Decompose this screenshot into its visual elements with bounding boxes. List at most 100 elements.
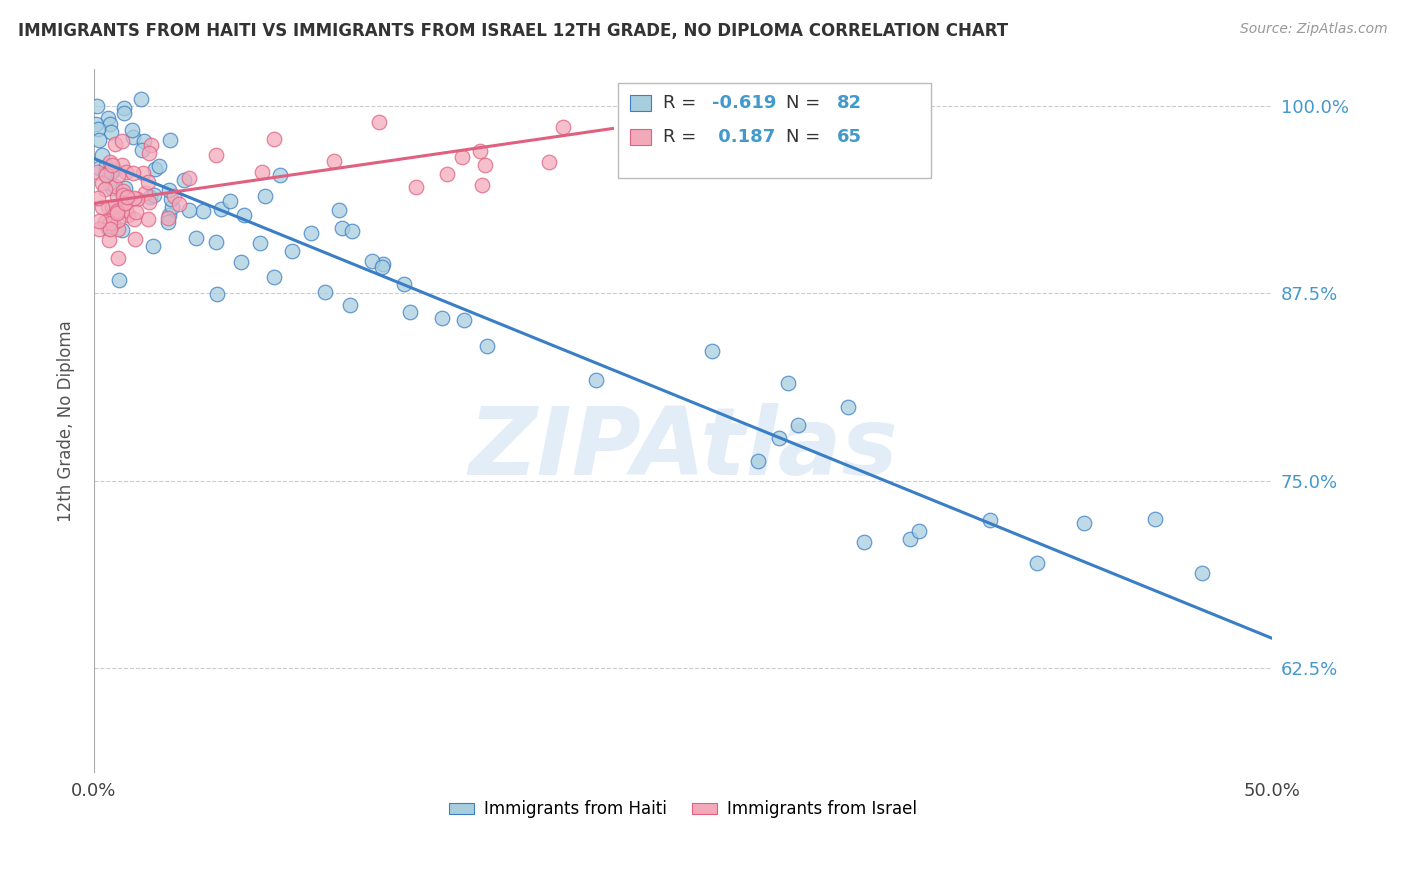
Point <box>89 222 111 236</box>
Point <box>263 270 285 285</box>
Point <box>132 166 155 180</box>
Point <box>367 115 389 129</box>
Point <box>97 111 120 125</box>
Point <box>98 216 121 230</box>
Text: N =: N = <box>786 94 827 112</box>
Point <box>100 125 122 139</box>
Point <box>169 197 191 211</box>
Point <box>111 202 134 216</box>
Point <box>104 136 127 151</box>
Legend: Immigrants from Haiti, Immigrants from Israel: Immigrants from Haiti, Immigrants from I… <box>443 794 924 825</box>
Point <box>143 162 166 177</box>
Point <box>107 273 129 287</box>
Y-axis label: 12th Grade, No Diploma: 12th Grade, No Diploma <box>58 320 75 522</box>
Text: R =: R = <box>662 94 702 112</box>
Point <box>249 236 271 251</box>
Point <box>97 220 120 235</box>
Text: 0.187: 0.187 <box>713 128 776 146</box>
Point <box>98 222 121 236</box>
Point <box>898 532 921 546</box>
Point <box>129 91 152 105</box>
Point <box>405 180 427 194</box>
Point <box>105 206 128 220</box>
Point <box>101 216 124 230</box>
Point <box>430 311 453 326</box>
Point <box>101 181 124 195</box>
Point <box>115 164 138 178</box>
Point <box>474 158 496 172</box>
Point <box>107 168 129 182</box>
Point <box>585 374 607 388</box>
Point <box>173 173 195 187</box>
Point <box>134 134 156 148</box>
Point <box>436 167 458 181</box>
Point <box>97 200 120 214</box>
Point <box>91 147 114 161</box>
Point <box>107 212 129 227</box>
Point <box>114 180 136 194</box>
Point <box>157 208 180 222</box>
Point <box>253 188 276 202</box>
Point <box>468 145 491 159</box>
Point <box>231 255 253 269</box>
Point <box>94 182 117 196</box>
Point <box>157 211 180 226</box>
Point <box>371 260 394 274</box>
Point <box>139 138 162 153</box>
Point <box>156 215 179 229</box>
Point <box>131 143 153 157</box>
Point <box>139 190 162 204</box>
Point <box>114 195 136 210</box>
Point <box>330 221 353 235</box>
Point <box>232 208 254 222</box>
Point <box>322 154 344 169</box>
Point <box>142 238 165 252</box>
Point <box>250 164 273 178</box>
Point <box>134 186 156 200</box>
Point <box>138 194 160 209</box>
Point <box>111 223 134 237</box>
Point <box>339 298 361 312</box>
Point <box>96 159 118 173</box>
Point <box>700 344 723 359</box>
Point <box>551 120 574 134</box>
Point <box>177 170 200 185</box>
Point <box>399 304 422 318</box>
Point <box>111 184 134 198</box>
Point <box>98 176 121 190</box>
FancyBboxPatch shape <box>619 83 931 178</box>
Point <box>91 200 114 214</box>
Point <box>852 535 875 549</box>
Point <box>100 117 122 131</box>
Point <box>184 230 207 244</box>
Point <box>979 513 1001 527</box>
Point <box>91 177 114 191</box>
Point <box>100 158 122 172</box>
FancyBboxPatch shape <box>630 95 651 111</box>
Point <box>837 401 859 415</box>
Point <box>104 179 127 194</box>
Point <box>111 135 134 149</box>
Point <box>148 159 170 173</box>
Point <box>163 189 186 203</box>
Point <box>100 165 122 179</box>
Point <box>121 123 143 137</box>
Point <box>111 158 134 172</box>
Point <box>314 285 336 300</box>
Point <box>263 132 285 146</box>
Text: 65: 65 <box>837 128 862 146</box>
Point <box>205 286 228 301</box>
Text: ZIPAtlas: ZIPAtlas <box>468 403 898 495</box>
Text: 82: 82 <box>837 94 862 112</box>
Point <box>786 418 808 433</box>
Point <box>177 203 200 218</box>
Point <box>1191 566 1213 580</box>
Point <box>204 235 226 249</box>
Point <box>361 254 384 268</box>
Point <box>160 200 183 214</box>
Point <box>87 191 110 205</box>
Point <box>205 148 228 162</box>
Point <box>125 192 148 206</box>
Point <box>136 212 159 227</box>
Point <box>100 155 122 169</box>
